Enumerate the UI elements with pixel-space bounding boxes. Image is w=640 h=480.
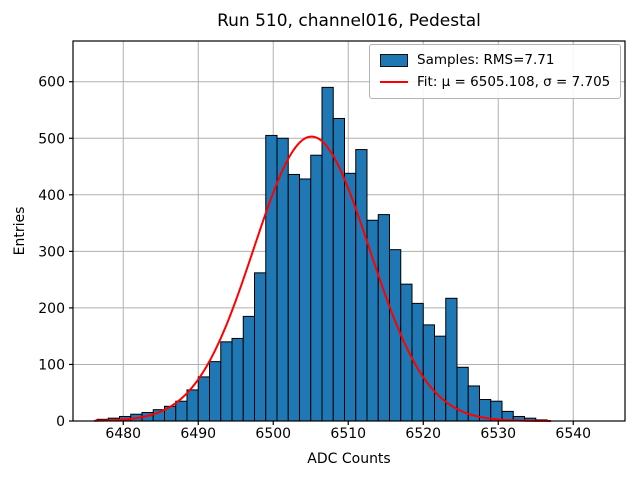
legend-fit-row: Fit: μ = 6505.108, σ = 7.705	[380, 74, 610, 90]
legend-fit-label: Fit: μ = 6505.108, σ = 7.705	[417, 74, 611, 90]
histogram-bar	[299, 178, 312, 422]
chart-title: Run 510, channel016, Pedestal	[217, 11, 481, 31]
x-tick-label: 6490	[180, 426, 216, 442]
y-tick-label: 500	[38, 131, 65, 147]
histogram-bar	[287, 173, 300, 422]
x-tick-label: 6480	[105, 426, 141, 442]
histogram-bar	[231, 337, 244, 422]
histogram-bar	[377, 214, 390, 422]
histogram-bar	[197, 376, 210, 422]
histogram-bar	[220, 341, 233, 422]
histogram-bar	[366, 219, 379, 422]
x-tick-label: 6540	[555, 426, 591, 442]
histogram-bar	[254, 272, 267, 422]
y-tick-label: 600	[38, 75, 65, 91]
legend: Samples: RMS=7.71 Fit: μ = 6505.108, σ =…	[369, 44, 622, 99]
histogram-bar	[175, 400, 188, 422]
histogram-bar	[265, 134, 278, 422]
histogram-bar	[242, 315, 255, 422]
histogram-bar	[434, 335, 447, 422]
legend-samples-row: Samples: RMS=7.71	[380, 52, 610, 68]
x-axis-label: ADC Counts	[307, 451, 391, 467]
histogram-bar	[209, 361, 222, 422]
x-tick-label: 6530	[480, 426, 516, 442]
y-tick-label: 300	[38, 244, 65, 260]
fit-line-swatch-icon	[380, 81, 408, 83]
legend-samples-label: Samples: RMS=7.71	[417, 52, 555, 68]
y-axis-label: Entries	[12, 206, 28, 256]
histogram-bar	[422, 324, 435, 422]
y-tick-label: 200	[38, 301, 65, 317]
histogram-bar	[400, 283, 413, 422]
histogram-bar	[344, 172, 357, 422]
histogram-bar	[355, 149, 368, 422]
y-tick-label: 100	[38, 357, 65, 373]
fit-curve	[93, 135, 552, 422]
y-tick-label: 400	[38, 188, 65, 204]
histogram-bar	[186, 389, 199, 422]
histogram-bar	[332, 117, 345, 422]
x-tick-label: 6500	[255, 426, 291, 442]
y-tick-label: 0	[56, 414, 65, 430]
histogram-bar	[310, 154, 323, 422]
samples-swatch-icon	[380, 53, 408, 67]
x-tick-label: 6510	[330, 426, 366, 442]
x-tick-label: 6520	[405, 426, 441, 442]
plot-border	[72, 40, 626, 422]
histogram-bar	[389, 249, 402, 422]
histogram-bar	[321, 86, 334, 422]
